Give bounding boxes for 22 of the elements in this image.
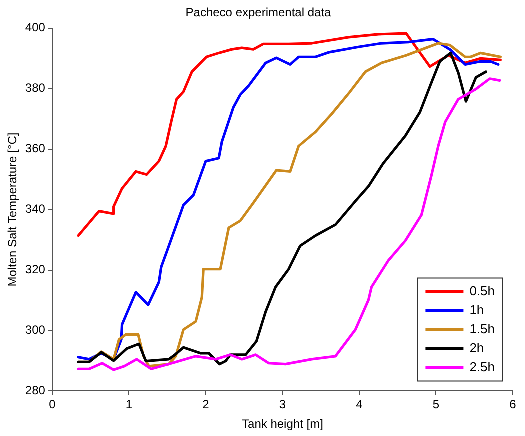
legend-label: 2.5h <box>470 359 496 374</box>
x-tick-label: 6 <box>510 398 517 412</box>
x-tick-label: 1 <box>126 398 133 412</box>
x-tick-label: 4 <box>356 398 364 412</box>
x-axis-title: Tank height [m] <box>242 417 324 432</box>
x-tick-label: 2 <box>202 398 210 412</box>
legend-label: 1h <box>470 302 484 318</box>
y-tick-label: 380 <box>25 81 46 96</box>
y-tick-label: 280 <box>25 384 46 398</box>
x-tick-label: 3 <box>279 398 286 412</box>
y-tick-label: 300 <box>25 323 46 338</box>
legend-label: 2h <box>470 340 484 356</box>
legend-label: 0.5h <box>470 283 496 298</box>
y-axis-title: Molten Salt Temperature [°C] <box>6 132 20 287</box>
chart-title: Pacheco experimental data <box>186 6 332 20</box>
x-tick-label: 0 <box>49 398 56 412</box>
x-tick-label: 5 <box>432 398 440 412</box>
y-tick-label: 340 <box>25 202 46 216</box>
y-tick-label: 320 <box>25 262 46 277</box>
y-tick-label: 400 <box>25 20 46 35</box>
y-tick-label: 360 <box>25 142 46 156</box>
legend-label: 1.5h <box>470 321 496 336</box>
